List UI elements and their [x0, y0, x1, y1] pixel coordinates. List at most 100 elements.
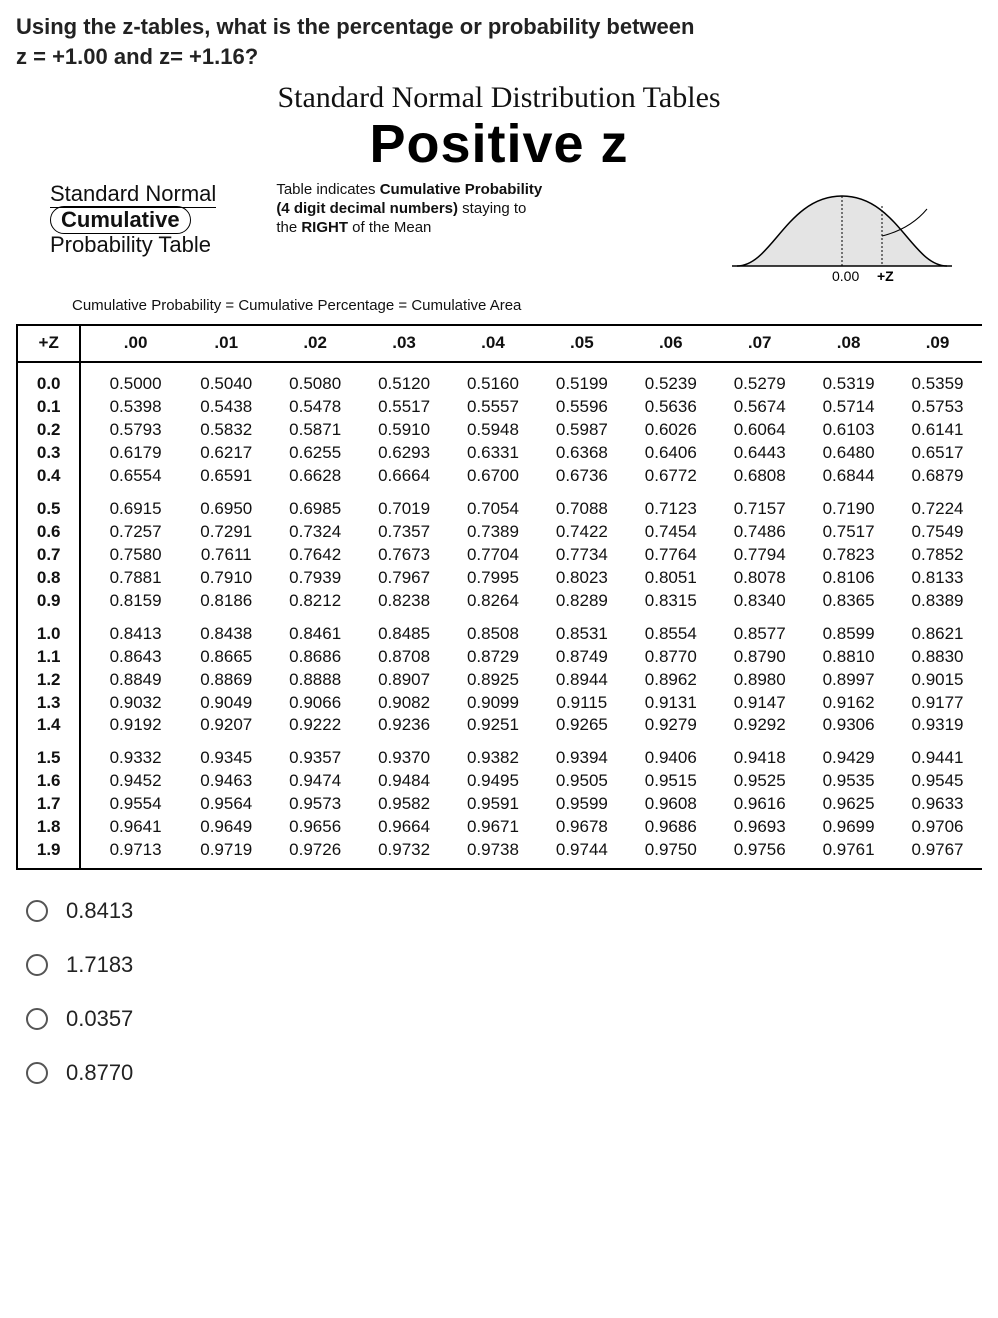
z-cell: 0.8289 — [537, 590, 626, 613]
radio-icon[interactable] — [26, 1008, 48, 1030]
answer-option[interactable]: 0.8413 — [26, 898, 982, 924]
z-cell: 0.9693 — [715, 816, 804, 839]
answer-option[interactable]: 0.0357 — [26, 1006, 982, 1032]
answer-option[interactable]: 0.8770 — [26, 1060, 982, 1086]
z-cell: 0.7190 — [804, 488, 893, 521]
z-cell: 0.9222 — [271, 714, 360, 737]
z-cell: 0.9641 — [80, 816, 181, 839]
z-cell: 0.9686 — [626, 816, 715, 839]
z-cell: 0.9525 — [715, 770, 804, 793]
z-cell: 0.7734 — [537, 544, 626, 567]
z-cell: 0.8340 — [715, 590, 804, 613]
z-cell: 0.9616 — [715, 793, 804, 816]
z-cell: 0.9162 — [804, 692, 893, 715]
z-cell: 0.9452 — [80, 770, 181, 793]
z-cell: 0.7224 — [893, 488, 982, 521]
z-cell: 0.5596 — [537, 396, 626, 419]
col-header: .05 — [537, 325, 626, 362]
answer-label: 0.8413 — [66, 898, 133, 924]
z-cell: 0.9726 — [271, 839, 360, 869]
z-cell: 0.7517 — [804, 521, 893, 544]
z-cell: 0.8577 — [715, 613, 804, 646]
question-text: Using the z-tables, what is the percenta… — [16, 12, 982, 71]
curve-label-plus-z: +Z — [877, 268, 894, 284]
z-cell: 0.6064 — [715, 419, 804, 442]
z-cell: 0.8869 — [182, 669, 271, 692]
z-cell: 0.8023 — [537, 567, 626, 590]
col-header: .02 — [271, 325, 360, 362]
z-cell: 0.9292 — [715, 714, 804, 737]
z-cell: 0.6103 — [804, 419, 893, 442]
answer-option[interactable]: 1.7183 — [26, 952, 982, 978]
answer-label: 0.8770 — [66, 1060, 133, 1086]
z-cell: 0.9535 — [804, 770, 893, 793]
z-cell: 0.9265 — [537, 714, 626, 737]
z-row-label: 0.7 — [17, 544, 80, 567]
z-row-label: 1.6 — [17, 770, 80, 793]
z-cell: 0.7389 — [449, 521, 538, 544]
z-cell: 0.8686 — [271, 646, 360, 669]
z-cell: 0.8810 — [804, 646, 893, 669]
z-cell: 0.5674 — [715, 396, 804, 419]
z-cell: 0.6255 — [271, 442, 360, 465]
radio-icon[interactable] — [26, 1062, 48, 1084]
z-cell: 0.6554 — [80, 465, 181, 488]
z-cell: 0.9279 — [626, 714, 715, 737]
z-cell: 0.6443 — [715, 442, 804, 465]
z-cell: 0.7123 — [626, 488, 715, 521]
z-cell: 0.5319 — [804, 362, 893, 396]
z-cell: 0.9207 — [182, 714, 271, 737]
z-cell: 0.6915 — [80, 488, 181, 521]
table-caption-mid: Table indicates Cumulative Probability (… — [216, 181, 732, 237]
z-cell: 0.8485 — [360, 613, 449, 646]
z-cell: 0.6293 — [360, 442, 449, 465]
z-cell: 0.9515 — [626, 770, 715, 793]
z-cell: 0.8461 — [271, 613, 360, 646]
z-cell: 0.9633 — [893, 793, 982, 816]
z-cell: 0.9418 — [715, 737, 804, 770]
z-cell: 0.7157 — [715, 488, 804, 521]
z-cell: 0.5910 — [360, 419, 449, 442]
z-cell: 0.5120 — [360, 362, 449, 396]
z-cell: 0.9484 — [360, 770, 449, 793]
z-cell: 0.5438 — [182, 396, 271, 419]
z-cell: 0.8051 — [626, 567, 715, 590]
z-row-label: 0.1 — [17, 396, 80, 419]
z-cell: 0.8888 — [271, 669, 360, 692]
z-row-label: 0.5 — [17, 488, 80, 521]
z-cell: 0.6664 — [360, 465, 449, 488]
z-cell: 0.7823 — [804, 544, 893, 567]
z-row-label: 1.7 — [17, 793, 80, 816]
z-cell: 0.8186 — [182, 590, 271, 613]
z-cell: 0.6879 — [893, 465, 982, 488]
z-cell: 0.5636 — [626, 396, 715, 419]
z-cell: 0.9505 — [537, 770, 626, 793]
z-cell: 0.7939 — [271, 567, 360, 590]
z-row-label: 1.8 — [17, 816, 80, 839]
z-cell: 0.6331 — [449, 442, 538, 465]
z-cell: 0.8962 — [626, 669, 715, 692]
z-cell: 0.7642 — [271, 544, 360, 567]
z-row-label: 1.1 — [17, 646, 80, 669]
z-cell: 0.7852 — [893, 544, 982, 567]
z-cell: 0.6217 — [182, 442, 271, 465]
radio-icon[interactable] — [26, 954, 48, 976]
col-header: .04 — [449, 325, 538, 362]
z-cell: 0.5987 — [537, 419, 626, 442]
z-cell: 0.9382 — [449, 737, 538, 770]
z-cell: 0.7549 — [893, 521, 982, 544]
col-header: .03 — [360, 325, 449, 362]
z-cell: 0.9429 — [804, 737, 893, 770]
z-cell: 0.6700 — [449, 465, 538, 488]
z-cell: 0.9678 — [537, 816, 626, 839]
radio-icon[interactable] — [26, 900, 48, 922]
z-cell: 0.7019 — [360, 488, 449, 521]
col-header: .06 — [626, 325, 715, 362]
z-cell: 0.8997 — [804, 669, 893, 692]
col-header: .00 — [80, 325, 181, 362]
z-cell: 0.6628 — [271, 465, 360, 488]
z-cell: 0.7611 — [182, 544, 271, 567]
z-cell: 0.9032 — [80, 692, 181, 715]
z-cell: 0.8665 — [182, 646, 271, 669]
z-cell: 0.5871 — [271, 419, 360, 442]
